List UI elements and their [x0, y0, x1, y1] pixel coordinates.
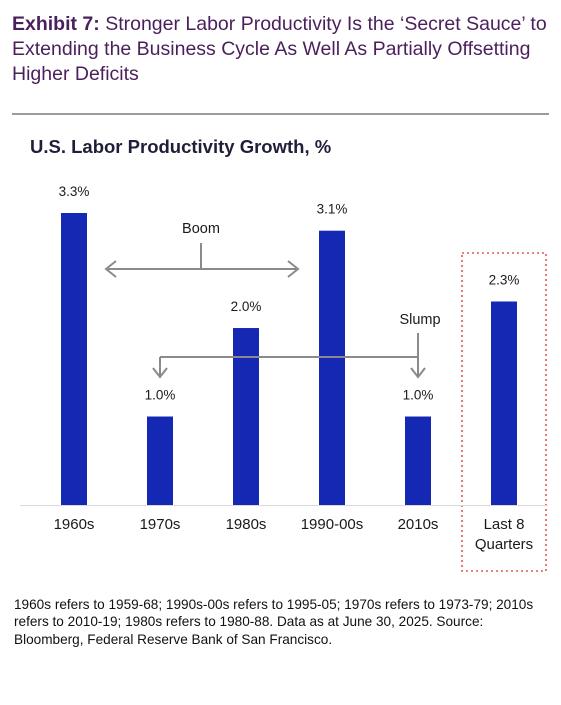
title-divider — [12, 113, 549, 115]
data-label: 1.0% — [145, 388, 176, 403]
exhibit-label: Exhibit 7: — [12, 13, 100, 35]
slump-arrow-head-right — [410, 367, 426, 379]
bar — [233, 328, 259, 505]
data-label: 2.3% — [489, 272, 520, 287]
boom-arrow-head-left — [104, 260, 117, 278]
exhibit-title-text: Stronger Labor Productivity Is the ‘Secr… — [12, 13, 547, 85]
boom-label: Boom — [182, 221, 220, 237]
data-label: 1.0% — [403, 388, 434, 403]
data-label: 3.3% — [59, 184, 90, 199]
highlight-box — [461, 252, 547, 572]
bar — [491, 301, 517, 505]
slump-arrow-head-left — [152, 367, 168, 379]
category-label: 1960s — [54, 516, 95, 533]
slump-label: Slump — [399, 312, 440, 328]
bar — [61, 213, 87, 505]
category-label: 1970s — [140, 516, 181, 533]
bar — [147, 416, 173, 505]
bar-chart: 3.3% 1960s 1.0% 1970s 2.0% 1980s 3.1% 1990-00s 1… — [20, 184, 548, 572]
footnote: 1960s refers to 1959-68; 1990s-00s refer… — [14, 597, 534, 647]
category-label: 2010s — [398, 516, 439, 533]
exhibit-title: Exhibit 7: Stronger Labor Productivity I… — [12, 12, 547, 87]
category-label: 1980s — [226, 516, 267, 533]
chart-title: U.S. Labor Productivity Growth, % — [30, 136, 332, 157]
data-label: 2.0% — [231, 299, 262, 314]
category-label: Last 8 — [484, 516, 525, 533]
data-label: 3.1% — [317, 202, 348, 217]
category-label: 1990-00s — [301, 516, 364, 533]
bar — [405, 416, 431, 505]
boom-arrow-head-right — [287, 260, 300, 278]
category-label: Quarters — [475, 536, 533, 553]
bar — [319, 230, 345, 505]
